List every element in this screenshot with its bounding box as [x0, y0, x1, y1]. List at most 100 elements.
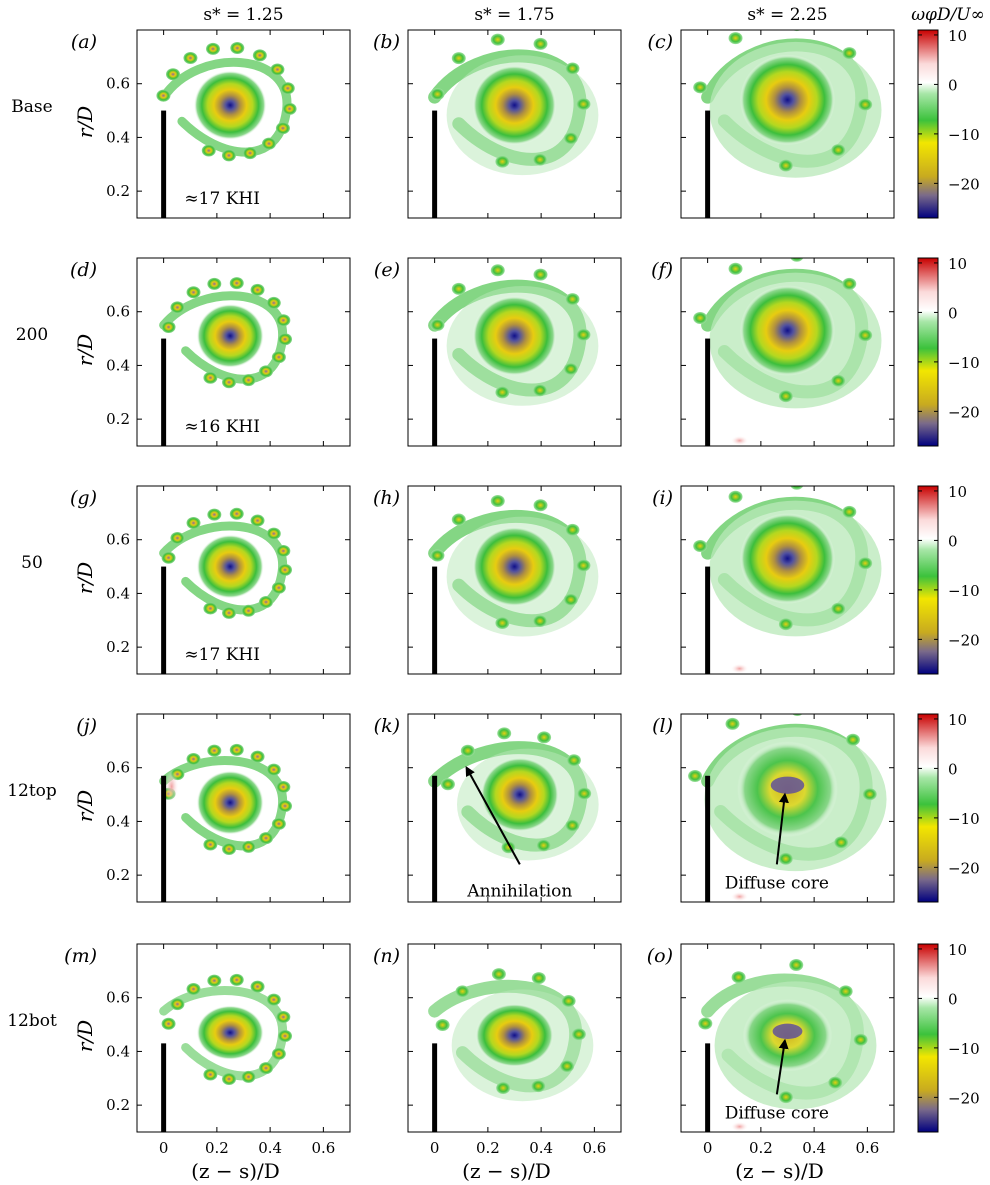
- khi-vortex: [838, 985, 853, 998]
- positive-vorticity: [730, 435, 749, 446]
- annotation-text: Diffuse core: [725, 874, 829, 894]
- plate: [705, 566, 711, 674]
- panel-n: 0 0.2 0.4 0.6 (n): [373, 943, 622, 1157]
- khi-vortex: [495, 386, 510, 399]
- khi-vortex: [862, 788, 877, 801]
- panel-b: (b): [373, 29, 622, 219]
- khi-count: ≈16 KHI: [184, 417, 260, 437]
- axes-frame: [407, 29, 622, 219]
- khi-vortex: [161, 551, 176, 564]
- y-tick-label: 0.6: [106, 759, 130, 777]
- khi-vortex: [496, 1081, 511, 1094]
- khi-vortex: [282, 102, 297, 115]
- panel-e: (e): [374, 257, 622, 447]
- khi-vortex: [845, 733, 860, 746]
- khi-vortex: [278, 799, 293, 812]
- plate: [705, 775, 711, 902]
- khi-vortex: [831, 144, 846, 157]
- khi-vortex: [266, 763, 281, 776]
- vortex-core: [480, 757, 559, 832]
- khi-vortex: [229, 973, 244, 986]
- khi-vortex: [698, 1017, 713, 1030]
- axes-frame: [407, 485, 622, 675]
- khi-vortex: [440, 778, 455, 791]
- y-tick-label: 0.4: [106, 356, 130, 374]
- panel-f: (f): [651, 257, 895, 447]
- x-tick-label: 0: [703, 1139, 713, 1157]
- column-title: s* = 1.25: [203, 5, 283, 25]
- axes-frame: [680, 29, 895, 219]
- khi-vortex: [271, 1047, 286, 1060]
- khi-vortex: [828, 1076, 843, 1089]
- x-tick-label: 0.4: [529, 1139, 553, 1157]
- y-tick-label: 0.4: [106, 584, 130, 602]
- khi-vortex: [831, 374, 846, 387]
- positive-vorticity: [730, 1121, 749, 1132]
- vorticity-field: [698, 958, 877, 1132]
- khi-vortex: [221, 149, 236, 162]
- khi-vortex: [490, 264, 505, 277]
- khi-vortex: [490, 494, 505, 507]
- khi-vortex: [533, 268, 548, 281]
- panel-label: (b): [373, 31, 400, 53]
- axes-frame: [136, 257, 351, 447]
- khi-vortex: [537, 731, 552, 744]
- colorbar-tick-label: −20: [948, 403, 980, 421]
- khi-vortex: [563, 132, 578, 145]
- plate: [705, 1043, 711, 1132]
- khi-vortex: [531, 972, 546, 985]
- khi-vortex: [243, 147, 258, 160]
- khi-vortex: [241, 1070, 256, 1083]
- x-tick-label: 0.6: [582, 1139, 606, 1157]
- y-tick-label: 0.4: [106, 128, 130, 146]
- khi-vortex: [565, 62, 580, 75]
- khi-vortex: [533, 615, 548, 628]
- colorbar-tick-label: 10: [948, 255, 967, 273]
- vortex-core: [196, 534, 264, 599]
- khi-vortex: [842, 505, 857, 518]
- khi-vortex: [222, 376, 237, 389]
- colorbar-tick-label: 0: [948, 532, 958, 550]
- vortex-core: [739, 513, 836, 604]
- khi-vortex: [207, 508, 222, 521]
- khi-vortex: [241, 374, 256, 387]
- colorbar-title: ωφD/U∞: [911, 5, 985, 25]
- khi-vortex: [250, 980, 265, 993]
- panel-label: (j): [76, 715, 97, 737]
- plate: [161, 110, 167, 218]
- vortex-core: [739, 285, 836, 376]
- plate: [705, 110, 711, 218]
- khi-vortex: [451, 282, 466, 295]
- khi-vortex: [271, 581, 286, 594]
- khi-vortex: [186, 286, 201, 299]
- annotation-text: Annihilation: [466, 882, 572, 902]
- panel-label: (m): [64, 945, 97, 967]
- colorbar-tick-label: −10: [948, 126, 980, 144]
- colorbar-tick-label: −10: [948, 1040, 980, 1058]
- plate: [161, 338, 167, 446]
- x-tick-label: 0.4: [802, 1139, 826, 1157]
- khi-vortex: [161, 1017, 176, 1030]
- khi-vortex: [778, 1091, 793, 1104]
- vorticity-field: [688, 714, 887, 902]
- khi-vortex: [858, 98, 873, 111]
- panel-label: (k): [374, 715, 400, 737]
- khi-vortex: [565, 523, 580, 536]
- colorbar-tick-label: −20: [948, 175, 980, 193]
- panel-label: (g): [70, 487, 97, 509]
- khi-vortex: [203, 602, 218, 615]
- row-label: 12top: [7, 781, 57, 801]
- annotation-arrow: [775, 792, 789, 865]
- khi-vortex: [430, 318, 445, 331]
- khi-vortex: [858, 557, 873, 570]
- x-axis-label: (z − s)/D: [462, 1159, 551, 1183]
- khi-vortex: [259, 1062, 274, 1075]
- positive-vorticity: [730, 891, 749, 902]
- plate: [432, 566, 438, 674]
- vortex-core: [472, 526, 557, 607]
- y-axis-label: r/D: [73, 106, 97, 138]
- y-tick-label: 0.6: [106, 303, 130, 321]
- x-tick-label: 0.6: [311, 1139, 335, 1157]
- khi-vortex: [259, 596, 274, 609]
- vorticity-field: [159, 743, 293, 855]
